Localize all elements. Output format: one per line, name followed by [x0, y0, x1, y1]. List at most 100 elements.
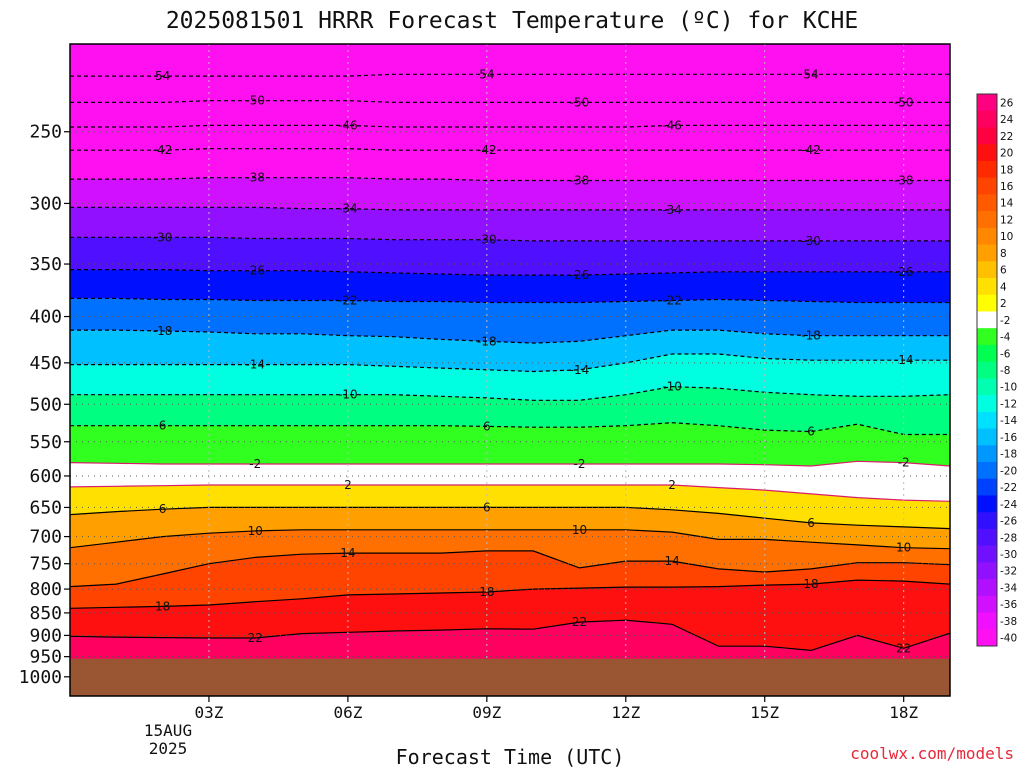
x-tick-label: 15Z [750, 703, 779, 722]
isotherm-label: 10 [572, 523, 587, 537]
colorbar-label: -38 [1000, 616, 1017, 628]
colorbar-label: 4 [1000, 281, 1007, 293]
colorbar-label: -34 [1000, 582, 1017, 594]
colorbar-label: -6 [1000, 348, 1011, 360]
isotherm-label: 22 [572, 615, 587, 629]
fill-band [70, 177, 950, 210]
colorbar: 26 24 22 20 18 16 14 12 10 8 6 4 2 -2 -4 -6 -8 -10 -12 -14 -… [976, 93, 1017, 647]
colorbar-swatch [977, 244, 997, 262]
fill-band [70, 237, 950, 276]
x-tick-label: 12Z [611, 703, 640, 722]
colorbar-label: 10 [1000, 231, 1013, 243]
colorbar-swatch [977, 462, 997, 480]
isotherm-line [70, 579, 950, 609]
isotherm-label: 14 [664, 554, 679, 568]
colorbar-label: 26 [1000, 97, 1014, 109]
x-tick-label: 09Z [472, 703, 501, 722]
fill-band [70, 422, 950, 466]
colorbar-label: -14 [1000, 415, 1017, 427]
colorbar-swatch [977, 261, 997, 279]
isotherm-label: -10 [338, 388, 358, 402]
isotherm-line [70, 506, 950, 530]
isotherm-line [70, 529, 950, 550]
isotherm-label: 6 [807, 516, 815, 530]
colorbar-label: -26 [1000, 516, 1017, 528]
colorbar-swatch [977, 612, 997, 630]
isotherm-label: -14 [894, 353, 914, 367]
isotherm-label: -50 [245, 94, 265, 108]
colorbar-label: -4 [1000, 332, 1011, 344]
fill-band [70, 330, 950, 372]
isotherm-label: 22 [896, 641, 911, 655]
isotherm-label: -30 [153, 230, 173, 244]
isotherm-label: 10 [896, 541, 911, 555]
y-tick-label: 950 [29, 647, 62, 668]
isotherm-label: -34 [338, 202, 358, 216]
isotherm-label: -26 [894, 265, 914, 279]
isotherm-label: -38 [894, 173, 914, 187]
isotherm-label: 2 [668, 478, 676, 492]
isotherm-label: -34 [662, 203, 682, 217]
colorbar-label: -16 [1000, 432, 1017, 444]
isotherm-label: -10 [662, 380, 682, 394]
colorbar-label: 8 [1000, 248, 1007, 260]
isotherm-label: 54 [803, 67, 818, 81]
colorbar-swatch [977, 411, 997, 430]
fill-band [70, 529, 950, 587]
colorbar-swatch [977, 227, 997, 246]
colorbar-swatch [977, 160, 997, 179]
isotherm-label: 6 [483, 419, 491, 433]
y-tick-label: 600 [29, 466, 62, 487]
isotherm-label: -50 [894, 95, 914, 109]
fill-band [70, 461, 950, 502]
isotherm-label: -46 [338, 118, 358, 132]
fill-band [70, 298, 950, 344]
isotherm-line [70, 353, 950, 373]
plot-area: 54 54 54 -50 -50 -50 -46 -46 -42 -42 -42 -38 -38 -38 -… [70, 44, 950, 696]
colorbar-swatch [977, 495, 997, 513]
colorbar-swatch [977, 194, 997, 212]
colorbar-label: -36 [1000, 599, 1017, 611]
y-tick-label: 650 [29, 497, 62, 518]
isotherm-label: -22 [662, 293, 682, 307]
isotherm-label: -14 [570, 363, 590, 377]
colorbar-swatch [977, 595, 997, 614]
colorbar-label: -2 [1000, 315, 1010, 327]
isotherm-line [70, 484, 950, 502]
colorbar-label: -32 [1000, 566, 1017, 578]
isotherm-line [70, 460, 950, 467]
credit-text[interactable]: coolwx.com/models [850, 744, 1014, 763]
x-tick-label: 06Z [333, 703, 362, 722]
fill-band [70, 580, 950, 651]
isotherm-label: 14 [340, 546, 355, 560]
colorbar-swatch [977, 294, 997, 312]
isotherm-layer [70, 73, 950, 652]
fill-band [70, 74, 950, 103]
colorbar-label: -8 [1000, 365, 1010, 377]
colorbar-swatch [977, 127, 997, 145]
colorbar-label: -20 [1000, 465, 1017, 477]
colorbar-swatch [977, 378, 997, 396]
y-tick-label: 250 [29, 122, 62, 143]
x-tick-label: 03Z [194, 703, 223, 722]
y-tick-label: 400 [29, 307, 62, 328]
colorbar-label: -30 [1000, 549, 1017, 561]
colorbar-label: 18 [1000, 164, 1013, 176]
y-tick-label: 800 [29, 579, 62, 600]
isotherm-label: 54 [155, 69, 170, 83]
colorbar-swatch [977, 177, 997, 195]
isotherm-label: -18 [477, 334, 497, 348]
y-tick-label: 450 [29, 353, 62, 374]
colorbar-label: -22 [1000, 482, 1017, 494]
colorbar-swatch [977, 478, 997, 496]
isotherm-label: 22 [248, 631, 263, 645]
colorbar-label: -10 [1000, 382, 1017, 394]
y-tick-label: 500 [29, 394, 62, 415]
colorbar-label: 22 [1000, 131, 1013, 143]
colorbar-label: 12 [1000, 214, 1013, 226]
colorbar-swatch [977, 211, 997, 229]
colorbar-swatch [977, 545, 997, 563]
fill-band [70, 148, 950, 181]
temperature-fill-layer [70, 44, 950, 696]
plot-frame [69, 43, 951, 697]
